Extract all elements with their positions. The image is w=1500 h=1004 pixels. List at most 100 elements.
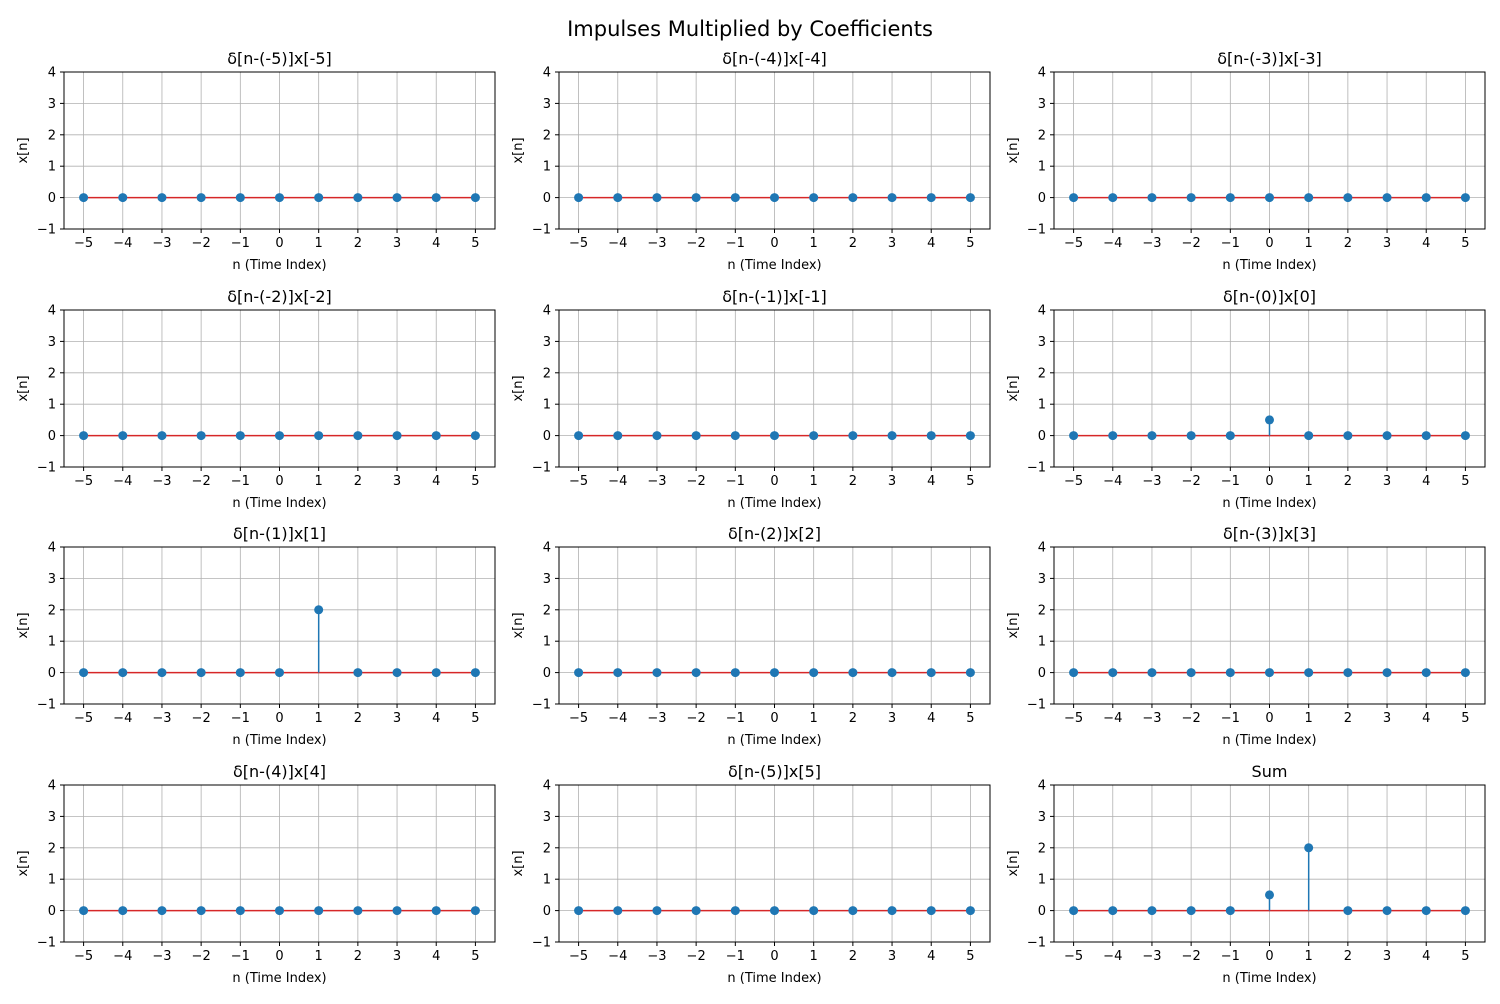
y-tick-label: 0 <box>48 429 56 444</box>
y-tick-label: 4 <box>1038 541 1046 556</box>
x-tick-label: 0 <box>770 474 778 489</box>
x-tick-label: 3 <box>393 474 401 489</box>
stem-marker <box>926 906 936 916</box>
x-axis-label: n (Time Index) <box>1222 258 1316 273</box>
stem-marker <box>431 193 441 203</box>
x-tick-label: −5 <box>1064 711 1083 726</box>
stem-marker <box>79 193 89 203</box>
stem-marker <box>196 193 206 203</box>
subplot-title: δ[n-(-4)]x[-4] <box>722 49 827 68</box>
x-tick-label: 1 <box>810 949 818 964</box>
subplot-11: −5 −4 −3 −2 −1 0 1 2 3 4 5 −1 0 1 2 3 4 δ[n-(5)]x[5] n (Ti… <box>511 762 991 986</box>
subplot-title: δ[n-(2)]x[2] <box>728 524 821 543</box>
subplot-title: Sum <box>1252 762 1288 781</box>
x-tick-label: 1 <box>1305 236 1313 251</box>
x-tick-label: −3 <box>1142 474 1161 489</box>
stem-marker <box>235 431 245 441</box>
x-tick-label: −2 <box>1182 474 1201 489</box>
stem-marker <box>809 431 819 441</box>
x-tick-label: 3 <box>1383 474 1391 489</box>
stem-marker <box>1225 906 1235 916</box>
x-tick-label: 1 <box>1305 949 1313 964</box>
x-tick-label: −2 <box>192 236 211 251</box>
stem-marker <box>1147 668 1157 678</box>
stem-marker <box>1069 906 1079 916</box>
y-tick-label: 1 <box>48 873 56 888</box>
x-tick-label: 0 <box>1265 474 1273 489</box>
stem-marker <box>392 668 402 678</box>
x-tick-label: 3 <box>1383 236 1391 251</box>
x-tick-label: −2 <box>1182 236 1201 251</box>
y-tick-label: 2 <box>48 366 56 381</box>
stem-marker <box>431 431 441 441</box>
stem-marker <box>118 668 128 678</box>
x-tick-label: −1 <box>726 474 745 489</box>
stem-marker <box>1421 668 1431 678</box>
stem-marker <box>809 906 819 916</box>
x-tick-label: −1 <box>1221 949 1240 964</box>
y-tick-label: 1 <box>48 398 56 413</box>
y-tick-label: 1 <box>48 160 56 175</box>
x-tick-label: −3 <box>152 474 171 489</box>
x-tick-label: 5 <box>471 711 479 726</box>
y-tick-label: 4 <box>1038 304 1046 319</box>
stem-marker <box>770 668 779 678</box>
subplot-title: δ[n-(1)]x[1] <box>233 524 326 543</box>
x-tick-label: −5 <box>1064 949 1083 964</box>
stem-marker <box>314 431 324 441</box>
stem-marker <box>79 906 89 916</box>
x-tick-label: 2 <box>1344 949 1352 964</box>
y-tick-label: 4 <box>1038 779 1046 794</box>
stem-marker <box>275 668 284 678</box>
x-tick-label: 4 <box>432 474 440 489</box>
y-tick-label: 3 <box>543 97 551 112</box>
x-tick-label: −5 <box>569 711 588 726</box>
subplot-title: δ[n-(-5)]x[-5] <box>227 49 332 68</box>
x-tick-label: 4 <box>432 949 440 964</box>
stem-marker <box>1460 668 1470 678</box>
x-axis-label: n (Time Index) <box>1222 496 1316 511</box>
y-axis-label: x[n] <box>1006 612 1021 638</box>
y-tick-label: 0 <box>543 191 551 206</box>
stem-marker <box>1147 193 1157 203</box>
stem-marker <box>1225 193 1235 203</box>
x-tick-label: 4 <box>927 474 935 489</box>
stem-marker <box>157 431 167 441</box>
x-axis-label: n (Time Index) <box>232 971 326 986</box>
y-tick-label: 1 <box>543 398 551 413</box>
x-tick-label: 2 <box>1344 236 1352 251</box>
stem-marker <box>652 193 662 203</box>
stem-marker <box>887 431 897 441</box>
stem-marker <box>770 906 779 916</box>
x-tick-label: 1 <box>315 474 323 489</box>
y-tick-label: 0 <box>1038 429 1046 444</box>
stem-marker <box>1186 668 1196 678</box>
subplot-title: δ[n-(0)]x[0] <box>1223 287 1316 306</box>
x-tick-label: −2 <box>192 711 211 726</box>
x-tick-label: 0 <box>275 949 283 964</box>
stem-marker <box>1108 431 1118 441</box>
x-tick-label: −3 <box>647 949 666 964</box>
stem-marker <box>1265 193 1274 203</box>
x-tick-label: −4 <box>113 949 132 964</box>
stem-marker <box>1343 193 1353 203</box>
y-tick-label: 0 <box>48 191 56 206</box>
stem-marker <box>118 906 128 916</box>
x-tick-label: 5 <box>966 949 974 964</box>
x-tick-label: 3 <box>1383 949 1391 964</box>
y-tick-label: −1 <box>37 461 56 476</box>
x-tick-label: 3 <box>888 474 896 489</box>
stem-marker <box>196 668 206 678</box>
x-tick-label: 4 <box>927 711 935 726</box>
x-tick-label: −2 <box>192 474 211 489</box>
x-tick-label: −2 <box>687 236 706 251</box>
stem-marker <box>809 668 819 678</box>
x-tick-label: −5 <box>74 949 93 964</box>
y-tick-label: 4 <box>48 304 56 319</box>
x-tick-label: 0 <box>1265 236 1273 251</box>
x-tick-label: −1 <box>231 474 250 489</box>
x-tick-label: 2 <box>1344 711 1352 726</box>
stem-marker <box>574 431 584 441</box>
stem-marker <box>691 906 701 916</box>
stem-marker <box>1343 431 1353 441</box>
